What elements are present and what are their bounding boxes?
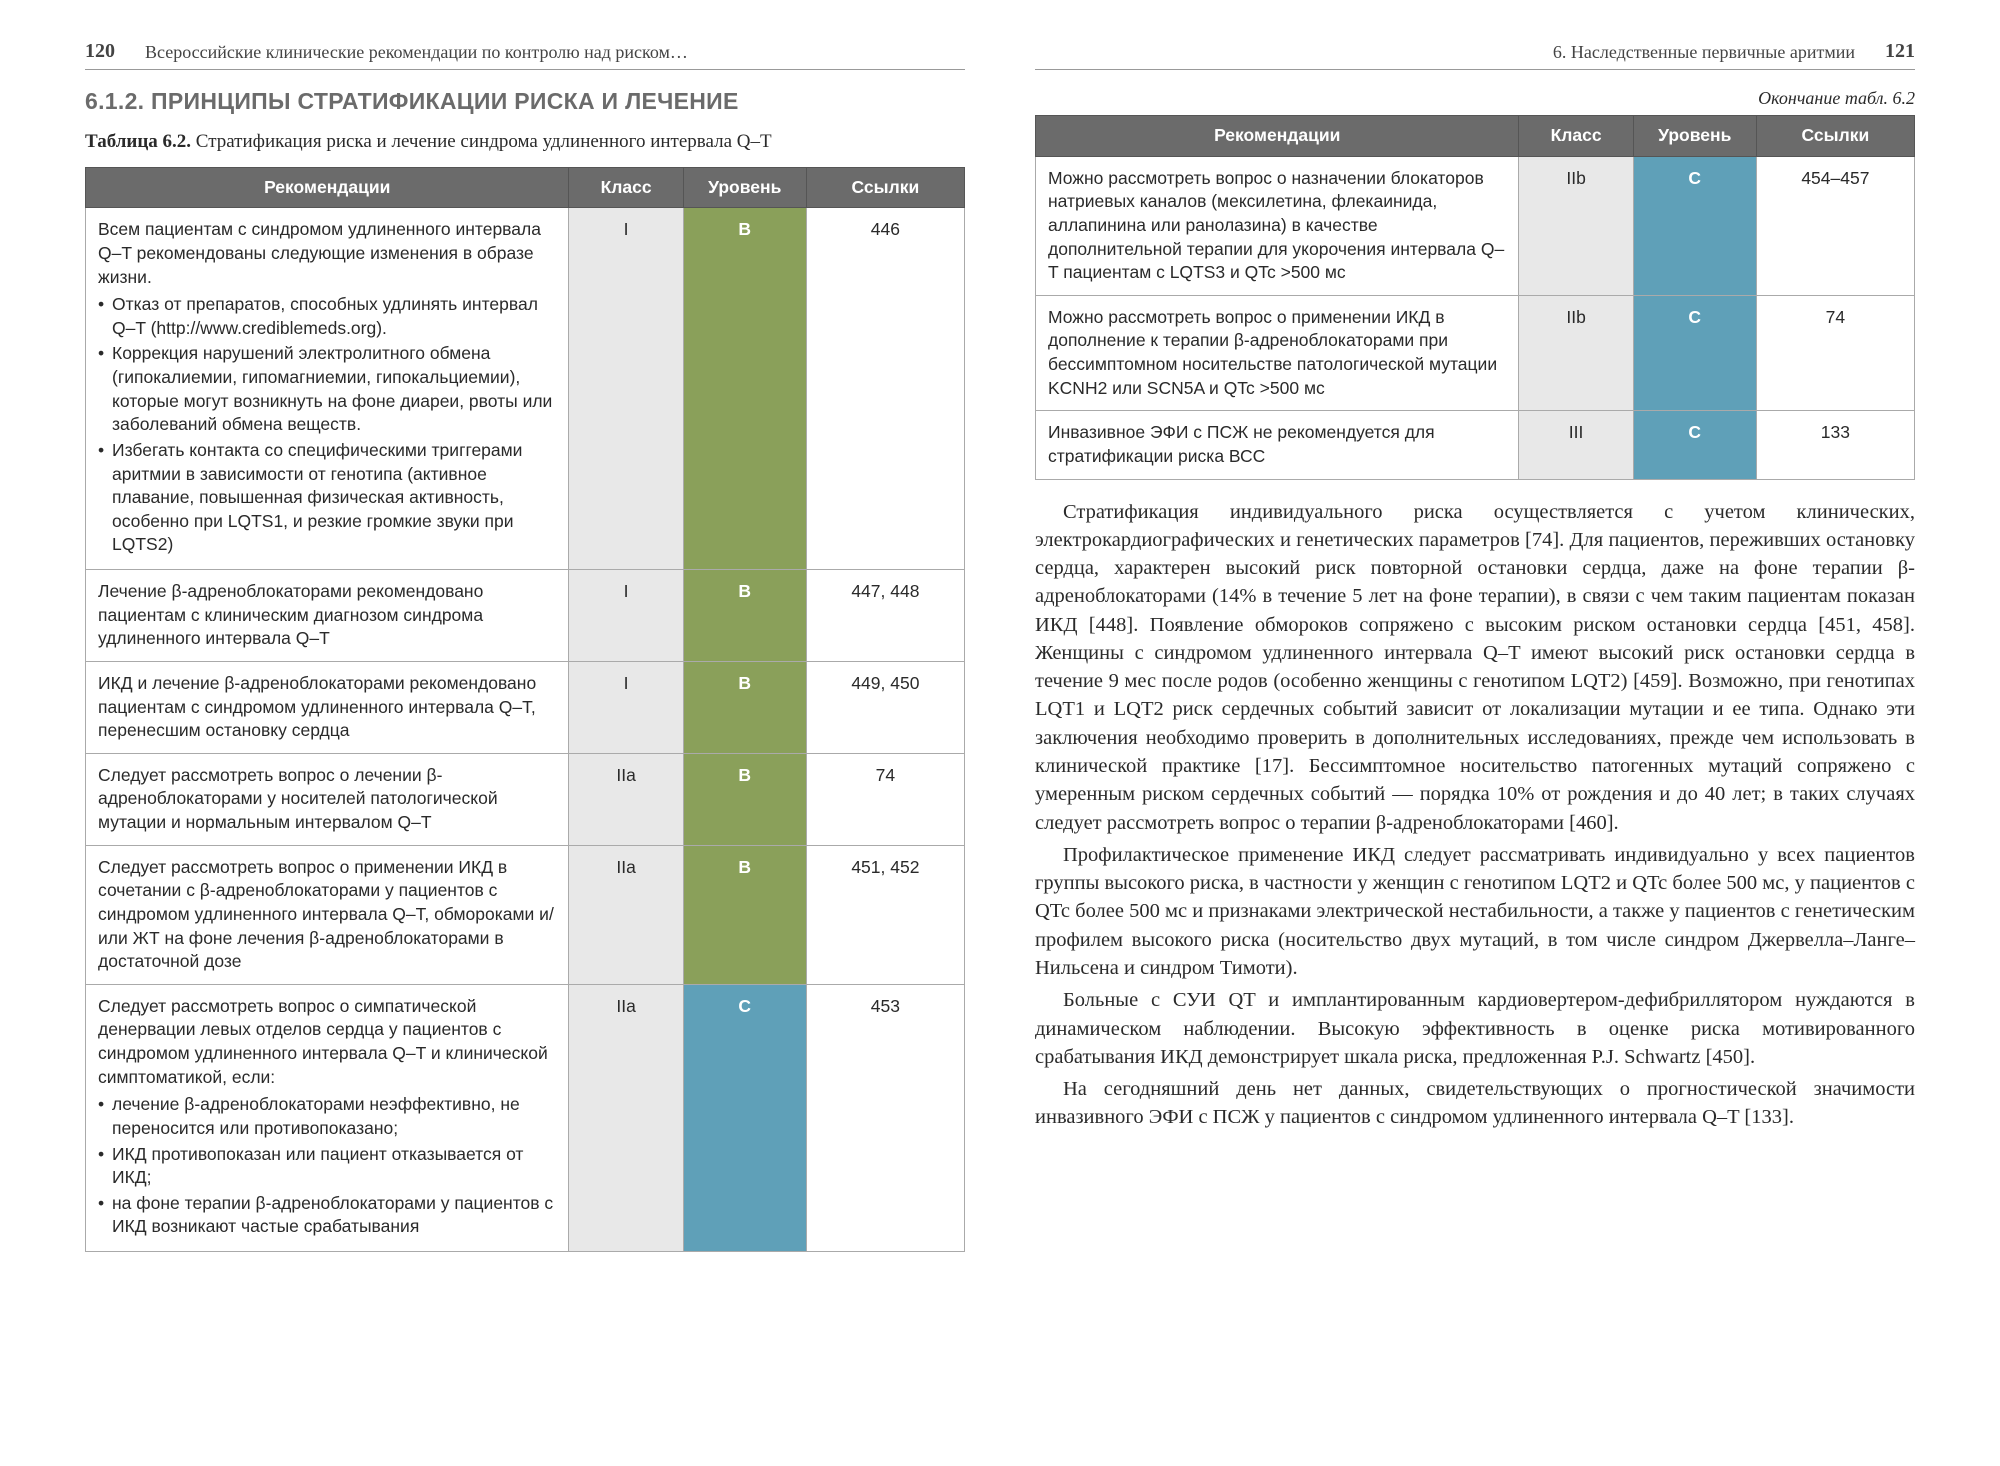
cell-recommendation: Можно рассмотреть вопрос о применении ИК… bbox=[1036, 295, 1519, 411]
table-row: Можно рассмотреть вопрос о применении ИК… bbox=[1036, 295, 1915, 411]
cell-refs: 133 bbox=[1756, 411, 1914, 479]
page-header-left: 120 Всероссийские клинические рекомендац… bbox=[85, 40, 965, 70]
cell-class: IIa bbox=[569, 845, 683, 984]
table-caption-text: Стратификация риска и лечение синдрома у… bbox=[196, 131, 772, 152]
cell-class: IIb bbox=[1519, 156, 1633, 295]
table-caption: Таблица 6.2. Стратификация риска и лечен… bbox=[85, 129, 965, 155]
cell-class: IIa bbox=[569, 984, 683, 1251]
table-row: Следует рассмотреть вопрос о симпатическ… bbox=[86, 984, 965, 1251]
table-caption-label: Таблица 6.2. bbox=[85, 131, 191, 152]
table-row: Следует рассмотреть вопрос о лечении β-а… bbox=[86, 753, 965, 845]
cell-level: C bbox=[1633, 156, 1756, 295]
cell-level: C bbox=[1633, 411, 1756, 479]
cell-level: B bbox=[683, 753, 806, 845]
cell-class: I bbox=[569, 661, 683, 753]
table-row: Лечение β-адреноблокаторами рекомендован… bbox=[86, 570, 965, 662]
cell-level: B bbox=[683, 208, 806, 570]
table-row: ИКД и лечение β-адреноблокаторами рекоме… bbox=[86, 661, 965, 753]
cell-class: III bbox=[1519, 411, 1633, 479]
col-refs: Ссылки bbox=[806, 167, 964, 208]
cell-level: B bbox=[683, 845, 806, 984]
table-header-row: Рекомендации Класс Уровень Ссылки bbox=[86, 167, 965, 208]
col-class: Класс bbox=[1519, 116, 1633, 157]
page-header-right: 6. Наследственные первичные аритмии 121 bbox=[1035, 40, 1915, 70]
col-level: Уровень bbox=[1633, 116, 1756, 157]
table-row: Следует рассмотреть вопрос о применении … bbox=[86, 845, 965, 984]
cell-recommendation: Всем пациентам с синдромом удлиненного и… bbox=[86, 208, 569, 570]
cell-recommendation: Можно рассмотреть вопрос о назначении бл… bbox=[1036, 156, 1519, 295]
page-left: 120 Всероссийские клинические рекомендац… bbox=[50, 40, 1000, 1426]
table-row: Можно рассмотреть вопрос о назначении бл… bbox=[1036, 156, 1915, 295]
recommendations-table-left: Рекомендации Класс Уровень Ссылки Всем п… bbox=[85, 167, 965, 1252]
cell-level: C bbox=[1633, 295, 1756, 411]
body-text: Стратификация индивидуального риска осущ… bbox=[1035, 498, 1915, 1136]
cell-level: B bbox=[683, 661, 806, 753]
cell-refs: 449, 450 bbox=[806, 661, 964, 753]
cell-class: IIb bbox=[1519, 295, 1633, 411]
cell-refs: 454–457 bbox=[1756, 156, 1914, 295]
paragraph: Больные с СУИ QT и имплантированным кард… bbox=[1035, 986, 1915, 1071]
cell-recommendation: Следует рассмотреть вопрос о лечении β-а… bbox=[86, 753, 569, 845]
cell-class: I bbox=[569, 570, 683, 662]
col-class: Класс bbox=[569, 167, 683, 208]
cell-refs: 74 bbox=[1756, 295, 1914, 411]
page-right: 6. Наследственные первичные аритмии 121 … bbox=[1000, 40, 1950, 1426]
cell-recommendation: Следует рассмотреть вопрос о симпатическ… bbox=[86, 984, 569, 1251]
table-continuation-note: Окончание табл. 6.2 bbox=[1035, 88, 1915, 109]
col-level: Уровень bbox=[683, 167, 806, 208]
running-title: Всероссийские клинические рекомендации п… bbox=[145, 42, 688, 63]
col-recommendations: Рекомендации bbox=[86, 167, 569, 208]
table-header-row: Рекомендации Класс Уровень Ссылки bbox=[1036, 116, 1915, 157]
cell-recommendation: Следует рассмотреть вопрос о применении … bbox=[86, 845, 569, 984]
cell-recommendation: Инвазивное ЭФИ с ПСЖ не рекомендуется дл… bbox=[1036, 411, 1519, 479]
cell-recommendation: ИКД и лечение β-адреноблокаторами рекоме… bbox=[86, 661, 569, 753]
cell-level: B bbox=[683, 570, 806, 662]
recommendations-table-right: Рекомендации Класс Уровень Ссылки Можно … bbox=[1035, 115, 1915, 480]
cell-refs: 453 bbox=[806, 984, 964, 1251]
cell-refs: 447, 448 bbox=[806, 570, 964, 662]
paragraph: Профилактическое применение ИКД следует … bbox=[1035, 841, 1915, 982]
cell-class: IIa bbox=[569, 753, 683, 845]
col-recommendations: Рекомендации bbox=[1036, 116, 1519, 157]
section-heading: 6.1.2. ПРИНЦИПЫ СТРАТИФИКАЦИИ РИСКА И ЛЕ… bbox=[85, 88, 965, 115]
table-row: Инвазивное ЭФИ с ПСЖ не рекомендуется дл… bbox=[1036, 411, 1915, 479]
paragraph: Стратификация индивидуального риска осущ… bbox=[1035, 498, 1915, 837]
cell-class: I bbox=[569, 208, 683, 570]
paragraph: На сегодняшний день нет данных, свидетел… bbox=[1035, 1075, 1915, 1132]
page-number: 121 bbox=[1885, 40, 1915, 63]
page-number: 120 bbox=[85, 40, 115, 63]
cell-refs: 74 bbox=[806, 753, 964, 845]
cell-level: C bbox=[683, 984, 806, 1251]
cell-refs: 451, 452 bbox=[806, 845, 964, 984]
cell-refs: 446 bbox=[806, 208, 964, 570]
table-row: Всем пациентам с синдромом удлиненного и… bbox=[86, 208, 965, 570]
running-title: 6. Наследственные первичные аритмии bbox=[1553, 42, 1855, 63]
cell-recommendation: Лечение β-адреноблокаторами рекомендован… bbox=[86, 570, 569, 662]
col-refs: Ссылки bbox=[1756, 116, 1914, 157]
